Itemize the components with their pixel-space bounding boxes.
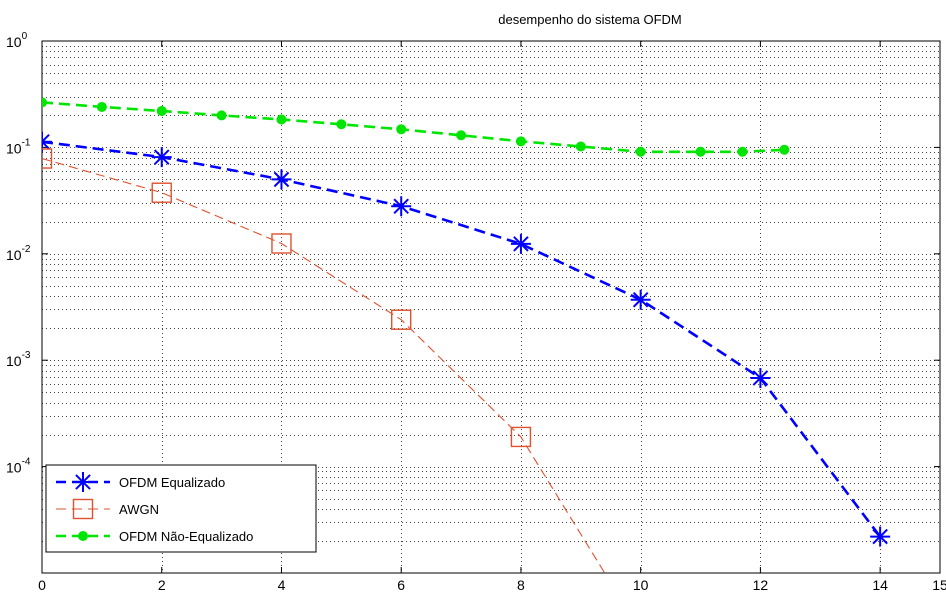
- y-tick-label: 10-1: [6, 137, 31, 156]
- data-point: [42, 148, 53, 169]
- data-point: [96, 101, 107, 112]
- data-point: [510, 426, 532, 448]
- data-point: [695, 146, 706, 157]
- series-line: [42, 140, 882, 538]
- plot-frame: [41, 40, 941, 574]
- series-0: [42, 131, 891, 547]
- data-point: [779, 144, 790, 155]
- data-point: [870, 526, 891, 547]
- legend-marker-dot: [78, 531, 88, 541]
- legend-marker-shape: [73, 472, 93, 492]
- legend-entry-ofdm-nao-equalizado: OFDM Não-Equalizado: [56, 529, 253, 544]
- data-point: [515, 136, 526, 147]
- x-tick-label: 8: [517, 577, 525, 593]
- x-tick-label: 14: [872, 577, 888, 593]
- legend-marker-square: [72, 498, 94, 520]
- data-point: [336, 119, 347, 130]
- y-axis-ticks: 100 10-1 10-2 10-3 10-4: [6, 31, 940, 476]
- data-point: [156, 105, 167, 116]
- data-point: [271, 169, 292, 190]
- series-line: [42, 101, 785, 154]
- legend-marker-shape: [78, 531, 88, 541]
- chart-title: desempenho do sistema OFDM: [498, 12, 682, 27]
- data-point: [42, 131, 52, 152]
- series-2: [42, 97, 790, 157]
- data-point: [635, 146, 646, 157]
- x-tick-label: 0: [38, 577, 46, 593]
- x-tick-label: 12: [753, 577, 769, 593]
- x-tick-label: 6: [397, 577, 405, 593]
- legend-marker-asterisk: [73, 472, 93, 492]
- data-point: [510, 233, 531, 254]
- data-point: [750, 368, 771, 389]
- data-point: [216, 110, 227, 121]
- data-point: [575, 141, 586, 152]
- x-axis-ticks: 0 2 4 6 8 10 12 14 15: [38, 41, 946, 593]
- data-point: [151, 147, 172, 168]
- legend-label: OFDM Equalizado: [119, 475, 225, 490]
- data-point: [276, 114, 287, 125]
- y-tick-label: 100: [6, 31, 28, 50]
- series-line: [42, 157, 606, 573]
- series-1: [42, 148, 606, 573]
- legend-entry-awgn: AWGN: [56, 498, 159, 520]
- x-tick-label: 15: [932, 577, 946, 593]
- legend-label: AWGN: [119, 502, 159, 517]
- legend: OFDM Equalizado AWGN OFDM Não-Equalizado: [45, 464, 317, 553]
- y-tick-label: 10-2: [6, 244, 31, 263]
- data-point: [391, 196, 412, 217]
- legend-marker-shape: [72, 498, 94, 520]
- data-point: [737, 146, 748, 157]
- data-point: [396, 124, 407, 135]
- data-point: [271, 233, 292, 254]
- data-point: [151, 182, 172, 203]
- data-point: [42, 97, 47, 108]
- legend-label: OFDM Não-Equalizado: [119, 529, 253, 544]
- series: [42, 97, 891, 573]
- x-tick-label: 4: [278, 577, 286, 593]
- x-tick-label: 10: [633, 577, 649, 593]
- grid: [42, 41, 940, 573]
- data-point: [456, 130, 467, 141]
- data-point: [391, 309, 412, 330]
- data-point: [630, 289, 651, 310]
- legend-entry-ofdm-equalizado: OFDM Equalizado: [56, 472, 225, 492]
- y-tick-label: 10-3: [6, 350, 31, 369]
- y-tick-label: 10-4: [6, 457, 31, 476]
- x-tick-label: 2: [158, 577, 166, 593]
